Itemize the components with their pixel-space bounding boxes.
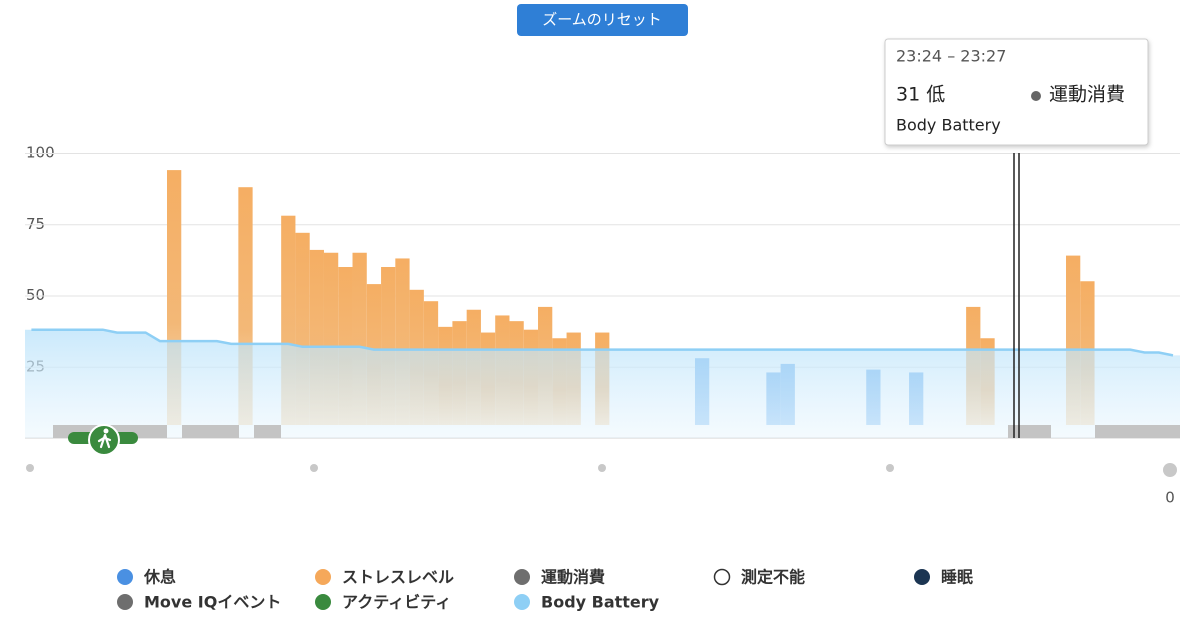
line bbox=[31, 328, 1174, 357]
tooltip-time: 23:24 – 23:27 bbox=[896, 47, 1006, 66]
legend-label: 休息 bbox=[143, 568, 176, 587]
tooltip-category: 運動消費 bbox=[1049, 84, 1125, 106]
legend-label: 睡眠 bbox=[941, 568, 973, 587]
y-tick-label: 50 bbox=[26, 286, 45, 304]
legend-label: Body Battery bbox=[541, 593, 660, 612]
legend-label: ストレスレベル bbox=[342, 568, 454, 587]
legend-swatch bbox=[914, 569, 930, 585]
tooltip-dot bbox=[1031, 91, 1041, 101]
area bbox=[25, 329, 1180, 438]
legend-label: アクティビティ bbox=[342, 593, 451, 612]
y-tick-label: 100 bbox=[26, 144, 55, 162]
legend-swatch bbox=[117, 569, 133, 585]
legend-label: Move IQイベント bbox=[144, 593, 281, 612]
legend-swatch bbox=[315, 594, 331, 610]
y2-tick-label: 0 bbox=[1165, 489, 1175, 507]
activity-marker bbox=[68, 424, 138, 456]
tooltip-value: 31 低 bbox=[896, 84, 945, 106]
reset-button-label[interactable]: ズームのリセット bbox=[542, 11, 662, 29]
legend-swatch bbox=[514, 569, 530, 585]
legend-swatch bbox=[713, 568, 731, 586]
legend-swatch bbox=[514, 594, 530, 610]
reset-button[interactable]: ズームのリセット bbox=[517, 4, 688, 36]
tooltip: 23:24 – 23:27 31 低 運動消費 Body Battery bbox=[884, 38, 1149, 146]
legend-label: 測定不能 bbox=[741, 568, 805, 587]
legend-swatch bbox=[315, 569, 331, 585]
legend-label: 運動消費 bbox=[541, 568, 605, 587]
x-axis-dots bbox=[26, 463, 1177, 477]
y-tick-label: 75 bbox=[26, 215, 45, 233]
legend-swatch bbox=[117, 594, 133, 610]
tooltip-series: Body Battery bbox=[896, 116, 1001, 135]
